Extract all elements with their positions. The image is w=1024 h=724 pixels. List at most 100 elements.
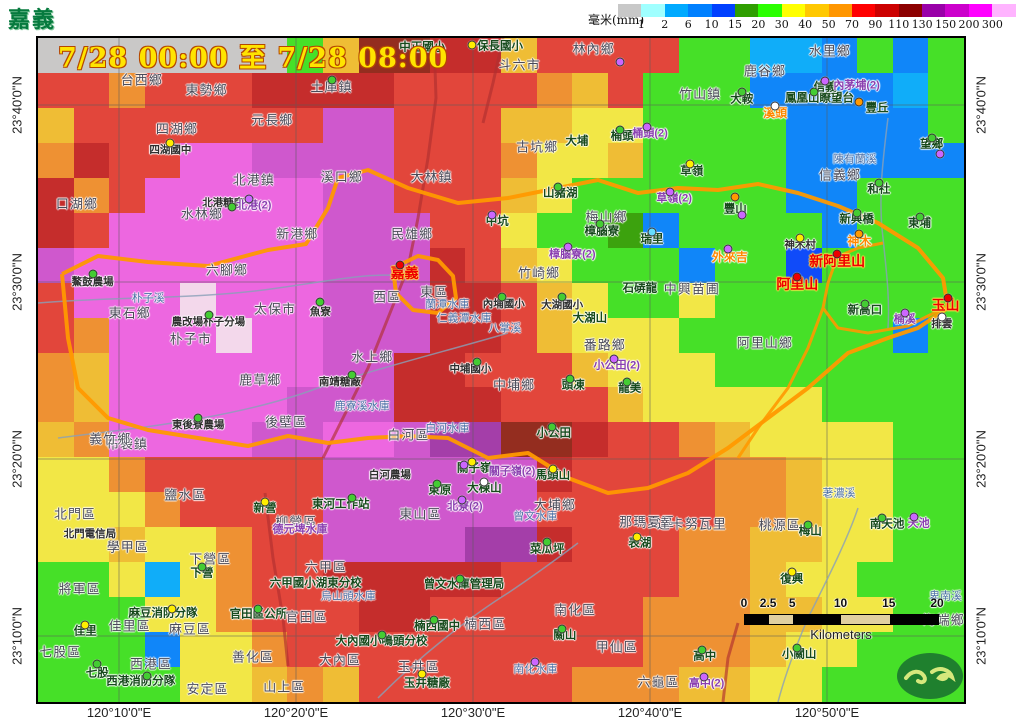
legend-swatch (851, 4, 876, 17)
raster-cell (109, 142, 145, 178)
raster-cell (643, 247, 680, 283)
raster-cell (643, 352, 680, 388)
station-dot (197, 562, 207, 572)
raster-cell (180, 632, 217, 668)
station-dot (548, 464, 558, 474)
raster-cell (394, 422, 430, 458)
raster-cell (857, 352, 893, 388)
legend-swatch (898, 4, 923, 17)
raster-cell (109, 72, 145, 108)
raster-cell (394, 317, 430, 353)
raster-cell (465, 212, 501, 248)
raster-cell (928, 38, 964, 73)
raster-cell (785, 457, 822, 493)
raster-cell (465, 597, 501, 633)
raster-cell (322, 632, 359, 668)
raster-cell (394, 527, 430, 563)
raster-cell (785, 38, 822, 73)
station-dot (809, 87, 819, 97)
raster-cell (928, 562, 964, 598)
raster-cell (251, 457, 288, 493)
station-dot (900, 308, 910, 318)
raster-cell (38, 38, 74, 73)
legend-swatch (805, 4, 829, 17)
legend-value: 1 (637, 18, 645, 31)
station-dot (609, 354, 619, 364)
station-dot (699, 672, 709, 682)
station-dot (167, 604, 177, 614)
station-dot (737, 87, 747, 97)
raster-cell (465, 527, 501, 563)
latitude-tick-label: 23°30'0"N (9, 253, 25, 311)
station-dot (557, 624, 567, 634)
raster-cell (429, 247, 466, 283)
raster-cell (679, 142, 715, 178)
raster-cell (714, 317, 751, 353)
raster-cell (572, 107, 608, 143)
raster-cell (500, 317, 537, 353)
raster-cell (857, 527, 893, 563)
raster-cell (216, 142, 252, 178)
raster-cell (750, 72, 786, 108)
raster-cell (429, 107, 466, 143)
raster-cell (358, 632, 395, 668)
raster-cell (180, 352, 217, 388)
raster-cell (500, 282, 537, 318)
raster-cell (109, 457, 145, 493)
station-dot (497, 292, 507, 302)
raster-cell (572, 492, 608, 528)
raster-cell (216, 107, 252, 143)
station-dot (852, 208, 862, 218)
raster-cell (643, 562, 680, 598)
station-dot (487, 210, 497, 220)
raster-cell (607, 422, 644, 458)
station-dot (432, 479, 442, 489)
legend-value: 50 (821, 18, 836, 31)
map-canvas: 中正國小 保長國小 林內鄉 斗六市 台西鄉 東勢鄉 土庫鎮 元長鄉 四湖鄉 四湖國中 北港鎮 北港糖廠… (36, 36, 966, 704)
station-dot (429, 615, 439, 625)
raster-cell (643, 38, 680, 73)
raster-cell (358, 457, 395, 493)
raster-cell (251, 72, 288, 108)
raster-cell (928, 492, 964, 528)
legend-value: 30 (774, 18, 789, 31)
raster-cell (144, 142, 181, 178)
raster-cell (251, 38, 288, 73)
raster-cell (429, 142, 466, 178)
raster-cell (857, 632, 893, 668)
scale-bar-tick-label: 15 (882, 596, 896, 610)
raster-cell (38, 597, 74, 633)
raster-cell (73, 562, 110, 598)
raster-cell (607, 492, 644, 528)
raster-cell (38, 72, 74, 108)
latitude-tick-label: 23°40'0"N (973, 76, 989, 134)
raster-cell (500, 72, 537, 108)
raster-cell (73, 212, 110, 248)
station-dot (685, 159, 695, 169)
station-dot (565, 374, 575, 384)
legend-swatch (781, 4, 806, 17)
raster-cell (785, 632, 822, 668)
raster-cell (287, 562, 323, 598)
time-range-label: 7/28 00:00 至 7/28 08:00 (58, 43, 449, 74)
station-dot (915, 212, 925, 222)
raster-cell (287, 632, 323, 668)
raster-cell (287, 597, 323, 633)
raster-cell (465, 177, 501, 213)
raster-cell (607, 317, 644, 353)
station-dot (553, 182, 563, 192)
raster-cell (73, 387, 110, 423)
latitude-tick-label: 23°10'0"N (9, 607, 25, 665)
raster-cell (287, 317, 323, 353)
raster-cell (465, 562, 501, 598)
raster-cell (892, 72, 929, 108)
raster-cell (857, 142, 893, 178)
station-dot (557, 292, 567, 302)
raster-cell (109, 247, 145, 283)
raster-cell (750, 282, 786, 318)
raster-cell (429, 527, 466, 563)
raster-cell (536, 72, 573, 108)
raster-cell (109, 317, 145, 353)
station-dot (723, 244, 733, 254)
station-dot (88, 269, 98, 279)
